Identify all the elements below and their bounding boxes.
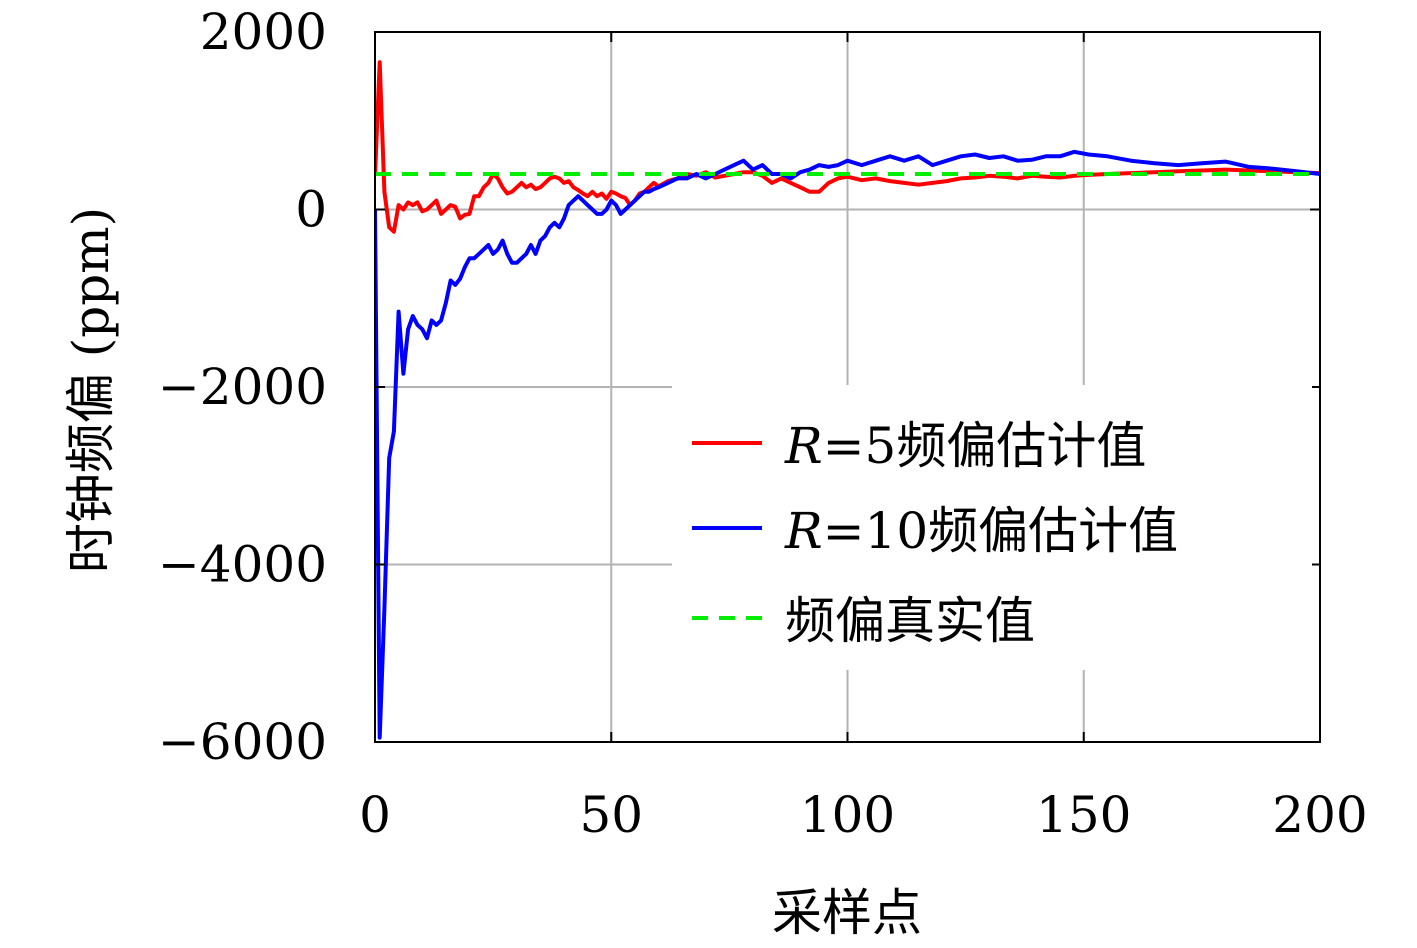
ticks: 0 50 100 150 200 2000 0 −2000 −4000 −6000 — [158, 3, 1368, 844]
y-tick-label: −4000 — [158, 536, 327, 594]
y-axis-label: 时钟频偏 (ppm) — [62, 207, 120, 573]
y-tick-label: −2000 — [158, 358, 327, 416]
x-tick-label: 0 — [359, 786, 391, 844]
legend-label-1: R=5频偏估计值 — [784, 417, 1146, 475]
x-tick-label: 150 — [1036, 786, 1131, 844]
axis-labels: 采样点 时钟频偏 (ppm) — [62, 207, 922, 942]
series-layer — [375, 60, 1320, 740]
y-tick-label: 0 — [295, 181, 327, 239]
y-tick-label: −6000 — [158, 713, 327, 771]
x-tick-label: 200 — [1272, 786, 1367, 844]
x-tick-label: 50 — [579, 786, 643, 844]
series-line-1 — [375, 60, 1320, 234]
y-tick-label: 2000 — [200, 3, 327, 61]
x-tick-label: 100 — [800, 786, 895, 844]
legend-label-3: 频偏真实值 — [785, 592, 1035, 650]
legend-label-2: R=10频偏估计值 — [784, 502, 1178, 560]
x-axis-label: 采样点 — [772, 884, 922, 942]
legend-box — [672, 385, 1312, 670]
series-line-2 — [375, 149, 1320, 740]
